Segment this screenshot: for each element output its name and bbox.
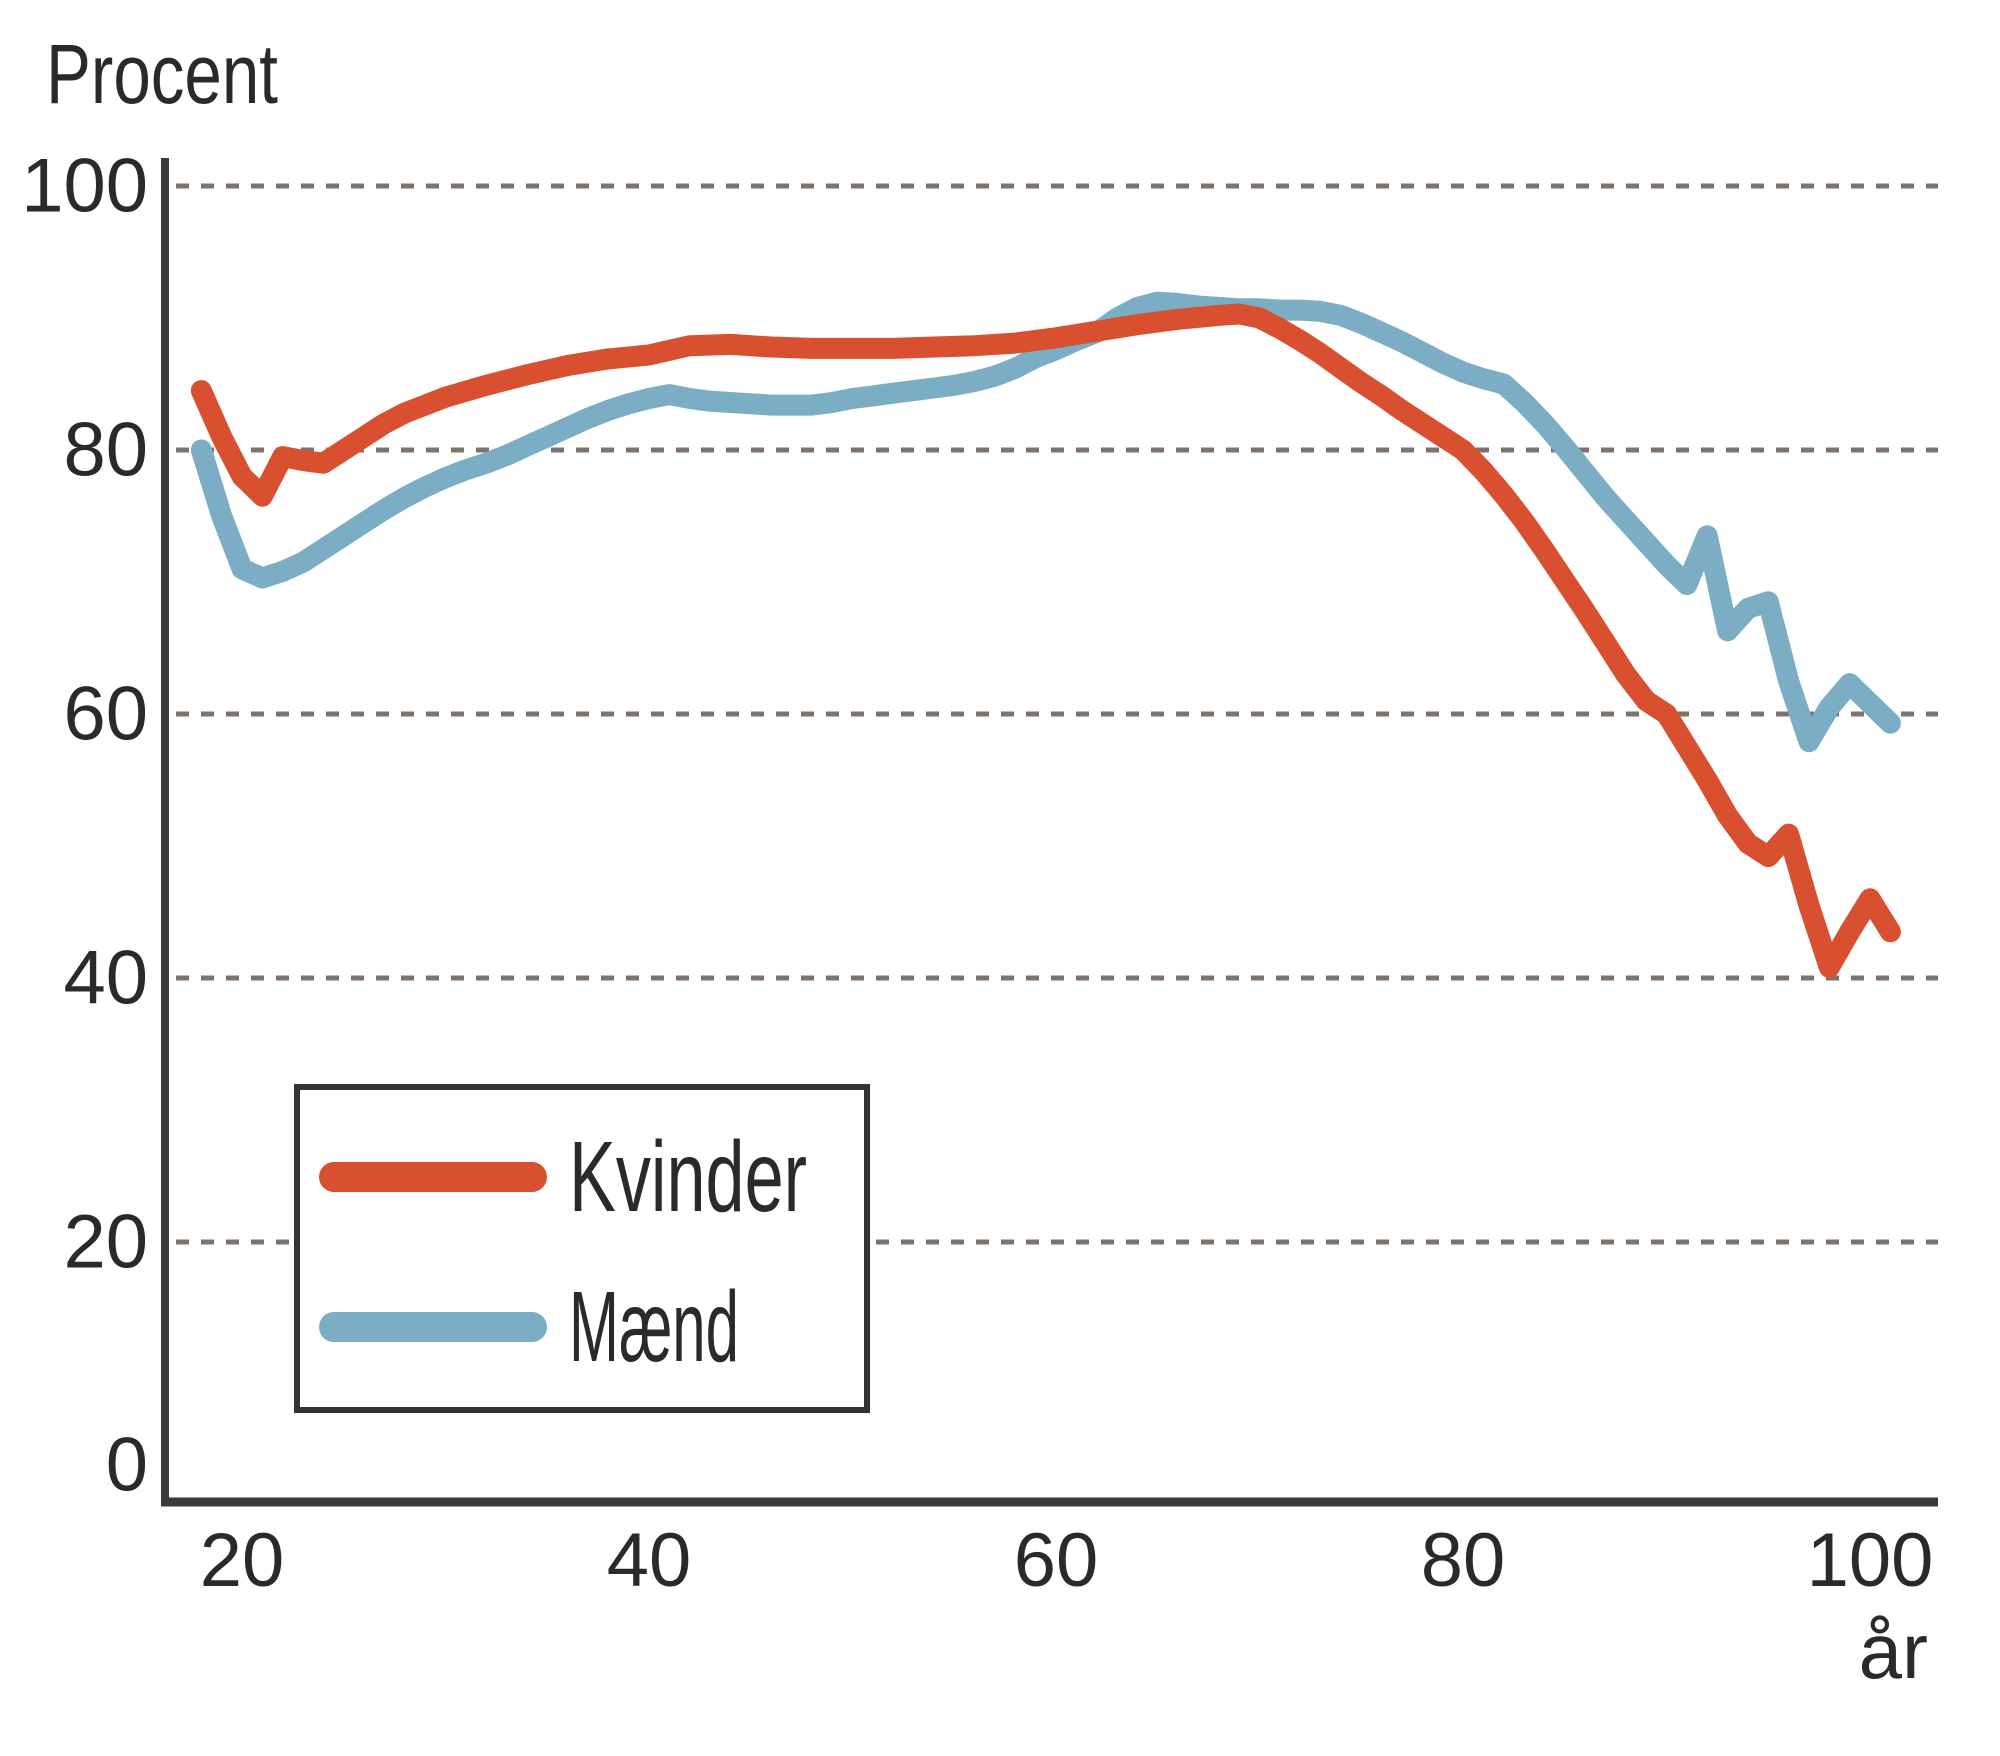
- x-tick-label-20: 20: [200, 1518, 285, 1603]
- legend-label-maend: Mænd: [569, 1271, 739, 1383]
- y-tick-label-100: 100: [21, 144, 148, 229]
- y-axis-title: Procent: [46, 27, 278, 121]
- x-tick-label-40: 40: [607, 1518, 692, 1603]
- y-tick-label-40: 40: [63, 936, 148, 1021]
- y-tick-label-20: 20: [63, 1200, 148, 1285]
- x-tick-label-80: 80: [1421, 1518, 1506, 1603]
- legend-box: [294, 1084, 870, 1413]
- y-tick-label-60: 60: [63, 672, 148, 757]
- x-tick-label-100: 100: [1807, 1518, 1934, 1603]
- x-axis-title: år: [1859, 1607, 1928, 1695]
- y-tick-label-0: 0: [106, 1423, 148, 1508]
- legend-label-kvinder: Kvinder: [569, 1121, 807, 1233]
- y-tick-label-80: 80: [63, 408, 148, 493]
- series-line-kvinder: [190, 303, 1901, 978]
- series-line-maend: [190, 291, 1901, 753]
- x-tick-label-60: 60: [1014, 1518, 1099, 1603]
